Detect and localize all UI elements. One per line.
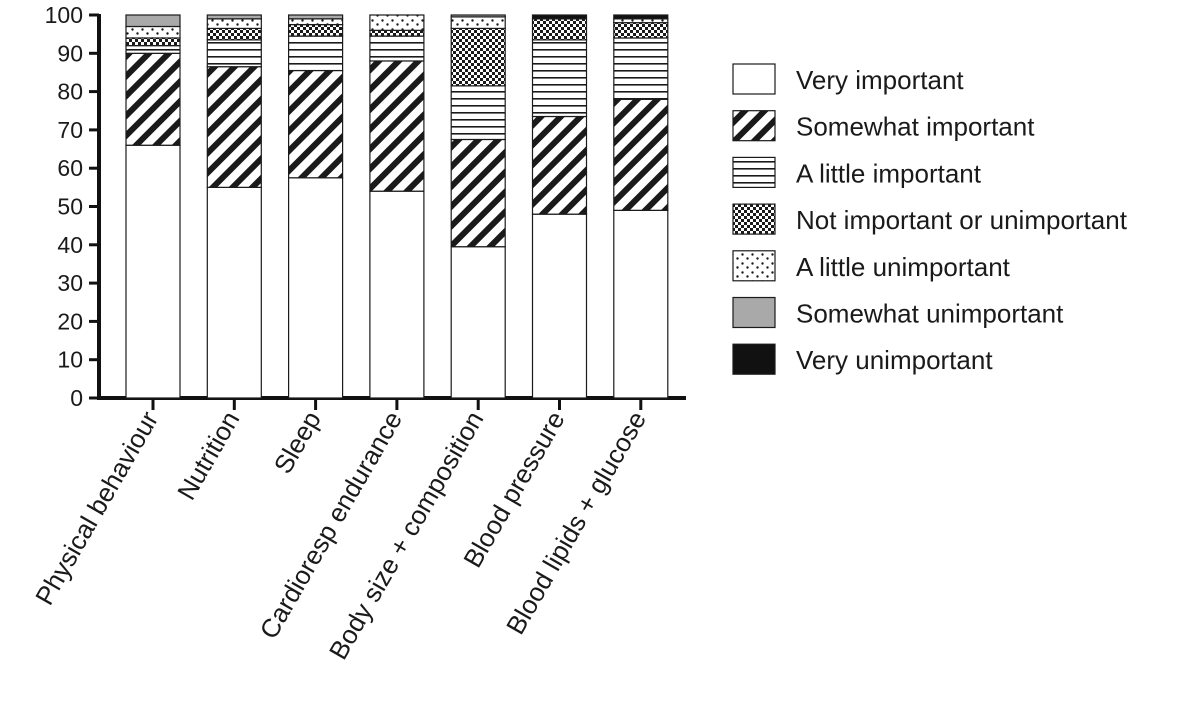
x-tick-label: Body size + composition — [323, 406, 490, 664]
bars — [125, 14, 669, 399]
bar-segment-not-important-or-unimportant — [125, 37, 181, 47]
bar-segment-very-important — [206, 186, 262, 399]
legend-swatch — [732, 110, 776, 142]
y-tick-label: 0 — [70, 385, 83, 411]
y-tick-label: 30 — [57, 270, 83, 296]
y-tick-label: 20 — [57, 308, 83, 334]
y-tick-label: 70 — [57, 117, 83, 143]
bar-physical-behaviour — [125, 14, 181, 399]
bar-segment-somewhat-important — [288, 69, 344, 179]
bar-segment-very-important — [450, 246, 506, 399]
legend-item-somewhat-unimportant: Somewhat unimportant — [732, 296, 1064, 329]
bar-segment-somewhat-unimportant — [450, 14, 506, 18]
bar-segment-very-important — [125, 144, 181, 399]
bar-segment-a-little-important — [613, 37, 669, 100]
bar-segment-very-important — [613, 209, 669, 399]
legend-swatch — [732, 343, 776, 375]
bar-segment-very-unimportant — [613, 14, 669, 20]
legend-label: Very unimportant — [796, 345, 993, 375]
bar-segment-not-important-or-unimportant — [450, 27, 506, 87]
bar-segment-very-important — [288, 177, 344, 399]
bar-segment-very-important — [369, 190, 425, 399]
bar-segment-not-important-or-unimportant — [206, 27, 262, 41]
bar-segment-a-little-important — [206, 39, 262, 68]
x-tick-label: Cardioresp endurance — [253, 406, 408, 644]
legend-item-a-little-important: A little important — [732, 156, 982, 188]
bar-segment-a-little-important — [125, 45, 181, 54]
bar-segment-a-little-unimportant — [369, 14, 425, 31]
legend-label: A little important — [796, 158, 982, 188]
legend-swatch — [732, 156, 776, 188]
legend-swatch — [732, 203, 776, 235]
y-tick-label: 50 — [57, 194, 83, 220]
y-tick-label: 10 — [57, 347, 83, 373]
x-tick-label: Sleep — [268, 406, 327, 479]
bar-segment-very-unimportant — [531, 14, 588, 20]
bar-segment-not-important-or-unimportant — [288, 23, 344, 37]
bar-segment-a-little-unimportant — [450, 16, 506, 30]
y-tick-label: 60 — [57, 155, 83, 181]
legend-item-somewhat-important: Somewhat important — [732, 110, 1035, 142]
legend-swatch — [732, 296, 776, 329]
bar-segment-somewhat-unimportant — [125, 14, 181, 28]
bar-segment-somewhat-important — [531, 115, 588, 215]
bar-cardioresp-endurance — [369, 14, 425, 399]
legend-swatch — [732, 63, 776, 95]
bar-body-size-composition — [450, 14, 506, 399]
bar-sleep — [288, 14, 344, 399]
bar-segment-somewhat-important — [206, 66, 262, 188]
x-tick-label: Blood lipids + glucose — [500, 406, 652, 639]
bar-segment-a-little-unimportant — [288, 18, 344, 26]
bar-segment-very-important — [531, 213, 588, 399]
bar-segment-somewhat-important — [450, 138, 506, 248]
axes: 0 10 20 30 40 50 60 70 80 90 100 — [45, 2, 686, 411]
legend-item-very-important: Very important — [732, 63, 964, 95]
legend-label: A little unimportant — [796, 252, 1011, 282]
bar-segment-a-little-important — [369, 35, 425, 62]
bar-nutrition — [206, 14, 262, 399]
bar-segment-somewhat-unimportant — [206, 14, 262, 20]
legend: Very important Somewhat important A little… — [732, 63, 1128, 375]
bar-segment-a-little-important — [450, 85, 506, 141]
x-tick-label: Nutrition — [171, 406, 245, 505]
y-tick-label: 40 — [57, 232, 83, 258]
bar-segment-somewhat-important — [613, 98, 669, 211]
legend-label: Very important — [796, 65, 964, 95]
bar-segment-not-important-or-unimportant — [531, 18, 588, 41]
bar-segment-somewhat-important — [369, 60, 425, 192]
bar-segment-a-little-unimportant — [206, 18, 262, 30]
bar-segment-not-important-or-unimportant — [613, 22, 669, 39]
category-labels: Physical behaviour Nutrition SleepCardiore… — [29, 406, 652, 665]
y-tick-label: 80 — [57, 79, 83, 105]
bar-segment-somewhat-unimportant — [288, 14, 344, 20]
legend-label: Somewhat important — [796, 112, 1035, 142]
bar-blood-pressure — [531, 14, 588, 399]
bar-segment-a-little-important — [531, 39, 588, 118]
x-tick-label: Physical behaviour — [29, 406, 164, 610]
y-tick-label: 100 — [45, 2, 83, 28]
bar-segment-a-little-unimportant — [125, 25, 181, 39]
legend-item-not-important-or-unimportant: Not important or unimportant — [732, 203, 1128, 235]
legend-swatch — [732, 250, 776, 282]
legend-item-a-little-unimportant: A little unimportant — [732, 250, 1011, 282]
y-tick-label: 90 — [57, 40, 83, 66]
bar-segment-somewhat-important — [125, 52, 181, 146]
legend-item-very-unimportant: Very unimportant — [732, 343, 993, 375]
bar-segment-a-little-important — [288, 35, 344, 72]
bar-blood-lipids-glucose — [613, 14, 669, 399]
legend-label: Somewhat unimportant — [796, 299, 1064, 329]
bar-segment-not-important-or-unimportant — [369, 29, 425, 37]
legend-label: Not important or unimportant — [796, 205, 1128, 235]
